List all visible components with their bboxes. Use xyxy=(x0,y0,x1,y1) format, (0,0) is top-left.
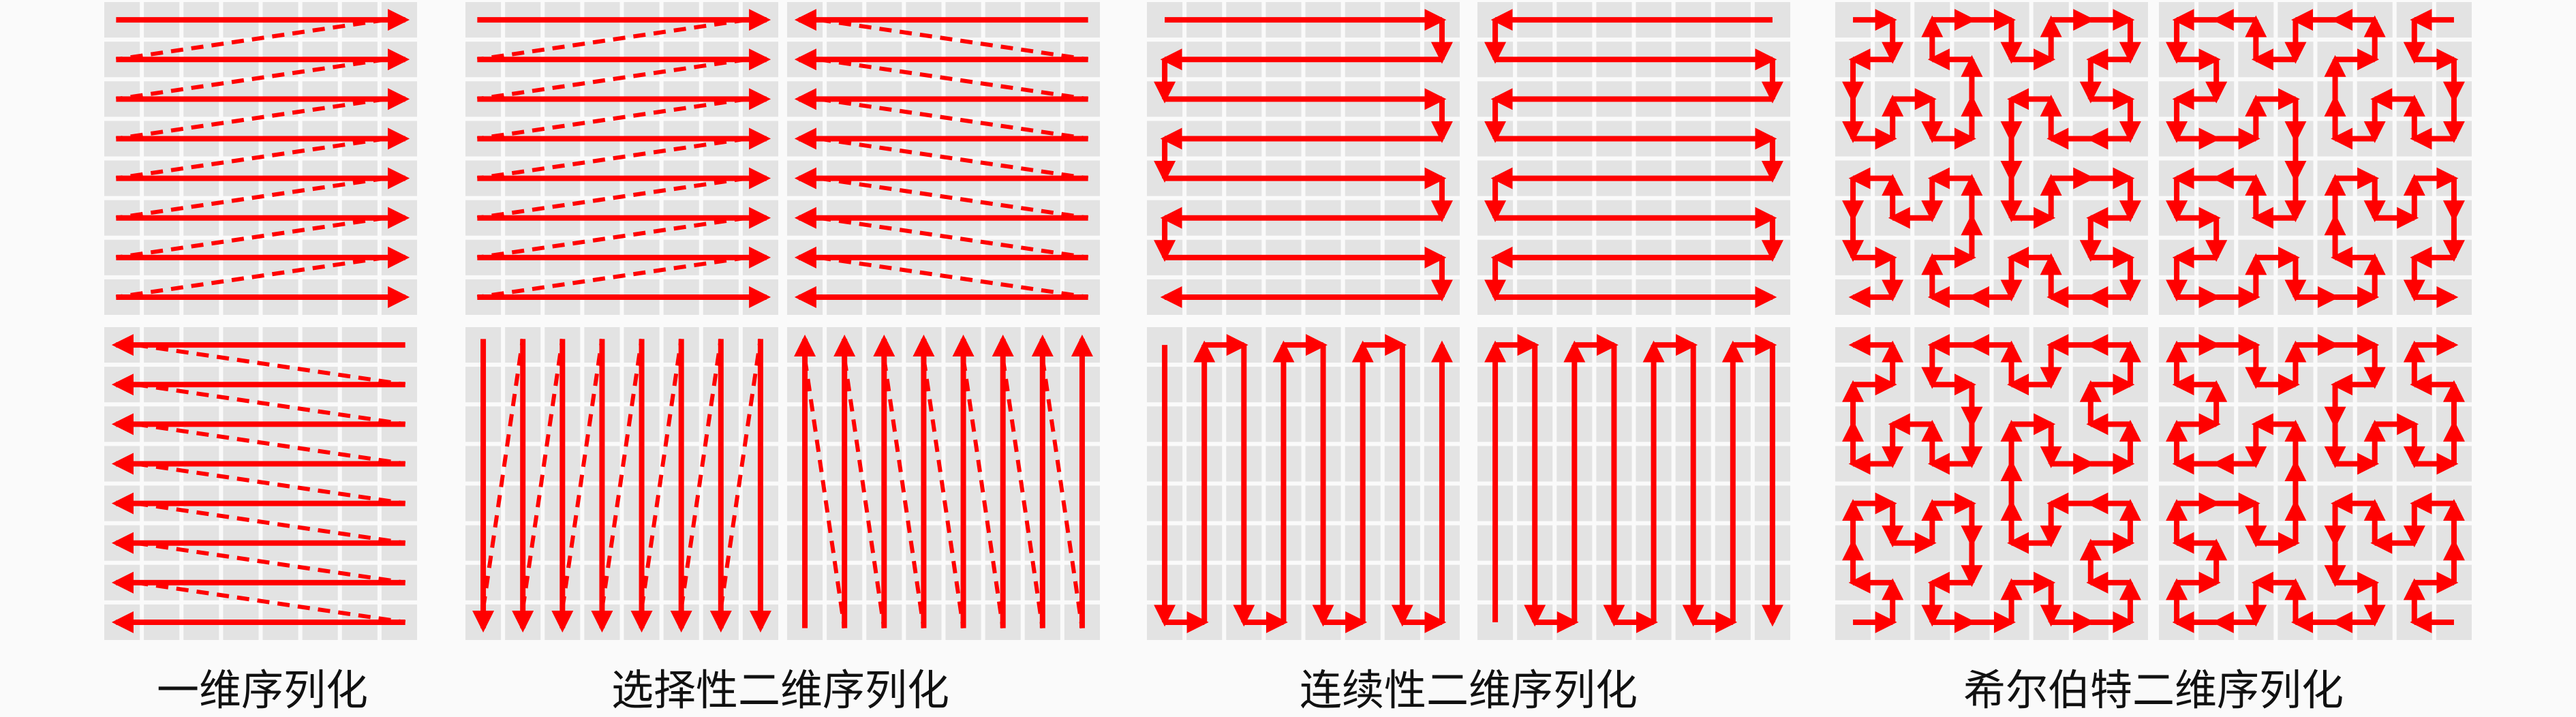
return-path-dashed xyxy=(818,97,1089,141)
label-selective-2d-serialization: 选择性二维序列化 xyxy=(611,665,950,715)
return-path-dashed xyxy=(476,176,748,220)
panel-hilbert-flipx xyxy=(2159,2,2472,315)
return-path-dashed xyxy=(481,338,525,609)
panel-row-lr xyxy=(465,2,778,315)
return-path-dashed xyxy=(818,57,1089,102)
return-path-dashed xyxy=(639,338,684,609)
panel-hilbert-flipxy xyxy=(2159,327,2472,640)
return-path-dashed xyxy=(115,57,386,102)
return-path-dashed xyxy=(1000,358,1045,629)
return-path-dashed xyxy=(135,540,406,585)
return-path-dashed xyxy=(476,18,748,62)
return-path-dashed xyxy=(600,338,644,609)
return-path-dashed xyxy=(476,215,748,260)
return-path-dashed xyxy=(115,18,386,62)
panel-snake-row-l xyxy=(1147,2,1460,315)
panel-snake-col-b xyxy=(1477,327,1790,640)
return-path-dashed xyxy=(679,338,723,609)
panel-col-tb xyxy=(465,327,778,640)
return-path-dashed xyxy=(818,255,1089,299)
return-path-dashed xyxy=(818,215,1089,260)
label-hilbert-2d-serialization: 希尔伯特二维序列化 xyxy=(1963,665,2344,715)
return-path-dashed xyxy=(135,580,406,624)
label-continuous-2d-serialization: 连续性二维序列化 xyxy=(1299,665,1638,715)
label-1d-serialization: 一维序列化 xyxy=(156,665,369,715)
return-path-dashed xyxy=(115,255,386,299)
return-path-dashed xyxy=(476,57,748,102)
return-path-dashed xyxy=(115,97,386,141)
panel-col-bt xyxy=(787,327,1100,640)
panel-row-lr xyxy=(104,2,417,315)
return-path-dashed xyxy=(476,136,748,181)
return-path-dashed xyxy=(476,255,748,299)
return-path-dashed xyxy=(560,338,604,609)
panel-row-rl xyxy=(104,327,417,640)
return-path-dashed xyxy=(135,461,406,506)
return-path-dashed xyxy=(135,422,406,466)
panel-row-rl xyxy=(787,2,1100,315)
return-path-dashed xyxy=(818,176,1089,220)
return-path-dashed xyxy=(135,343,406,387)
return-path-dashed xyxy=(115,136,386,181)
return-path-dashed xyxy=(842,358,887,629)
return-path-dashed xyxy=(803,358,847,629)
return-path-dashed xyxy=(1040,358,1084,629)
return-path-dashed xyxy=(818,136,1089,181)
return-path-dashed xyxy=(718,338,763,609)
return-path-dashed xyxy=(961,358,1005,629)
return-path-dashed xyxy=(135,501,406,545)
panel-snake-row-r xyxy=(1477,2,1790,315)
panel-snake-col-t xyxy=(1147,327,1460,640)
return-path-dashed xyxy=(521,338,565,609)
return-path-dashed xyxy=(135,382,406,427)
return-path-dashed xyxy=(115,215,386,260)
return-path-dashed xyxy=(476,97,748,141)
return-path-dashed xyxy=(115,176,386,220)
panel-hilbert-flipy xyxy=(1835,327,2148,640)
return-path-dashed xyxy=(882,358,926,629)
return-path-dashed xyxy=(818,18,1089,62)
return-path-dashed xyxy=(921,358,966,629)
panel-hilbert xyxy=(1835,2,2148,315)
